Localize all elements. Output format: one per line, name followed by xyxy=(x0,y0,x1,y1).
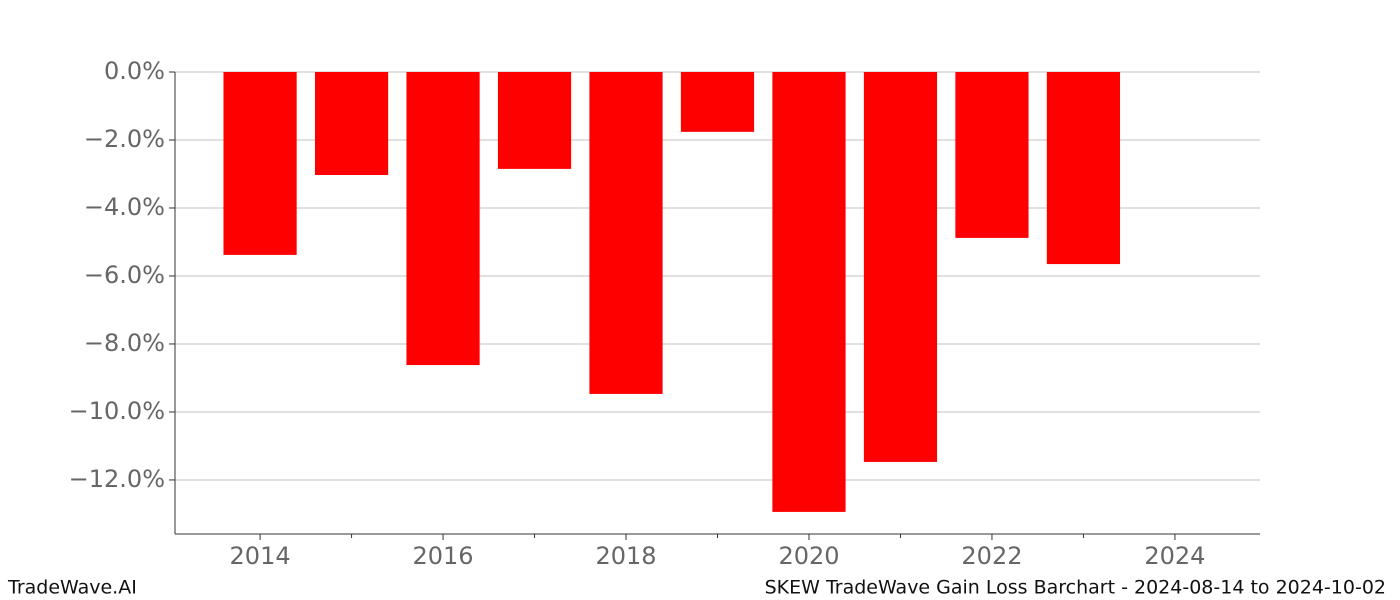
bar xyxy=(589,72,663,394)
bar xyxy=(1046,72,1121,265)
x-tick-label: 2016 xyxy=(413,542,474,570)
y-tick-label: −12.0% xyxy=(69,465,165,493)
y-tick-label: −8.0% xyxy=(84,329,165,357)
bar xyxy=(680,72,755,132)
x-tick-label: 2014 xyxy=(230,542,291,570)
bar xyxy=(497,72,572,169)
x-tick-label: 2020 xyxy=(778,542,839,570)
bar xyxy=(955,72,1029,238)
bar xyxy=(772,72,846,512)
chart-title: SKEW TradeWave Gain Loss Barchart - 2024… xyxy=(765,577,1386,599)
y-tick-label: −4.0% xyxy=(84,193,165,221)
y-tick-label: −6.0% xyxy=(84,261,165,289)
bar xyxy=(314,72,389,176)
y-tick-label: 0.0% xyxy=(104,57,165,85)
bar xyxy=(223,72,297,255)
y-tick-label: −10.0% xyxy=(69,397,165,425)
bar xyxy=(406,72,480,366)
x-tick-label: 2018 xyxy=(595,542,656,570)
bar xyxy=(863,72,938,462)
x-tick-label: 2024 xyxy=(1144,542,1205,570)
brand: TradeWave.AI xyxy=(7,577,137,599)
x-tick-label: 2022 xyxy=(961,542,1022,570)
y-tick-label: −2.0% xyxy=(84,125,165,153)
